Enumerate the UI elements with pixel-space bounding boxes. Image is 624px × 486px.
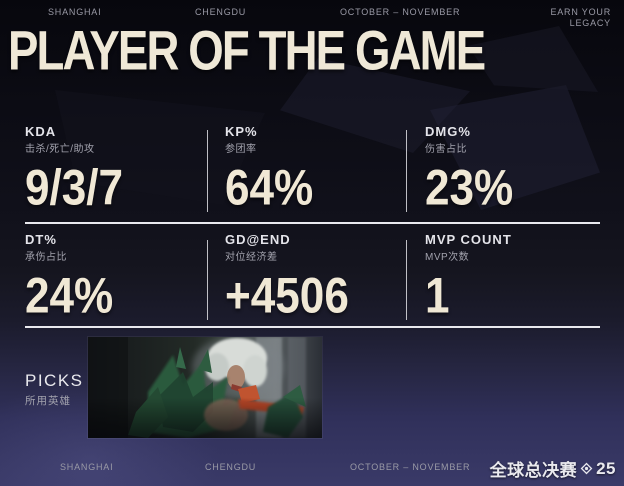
champion-splash-art <box>88 337 322 438</box>
column-divider <box>207 130 208 212</box>
stat-value: 24% <box>25 266 114 324</box>
stat-kp: KP% 参团率 64% <box>225 124 400 212</box>
stat-sublabel: 伤害占比 <box>425 144 467 155</box>
worlds-crest-icon <box>580 462 593 475</box>
stat-label: GD@END <box>225 232 291 247</box>
tagline-line1: EARN YOUR <box>550 7 611 17</box>
stat-sublabel: 对位经济差 <box>225 252 278 263</box>
stat-dmg: DMG% 伤害占比 23% <box>425 124 600 212</box>
stat-label: KP% <box>225 124 258 139</box>
champion-splash-image <box>88 337 322 438</box>
stat-kda: KDA 击杀/死亡/助攻 9/3/7 <box>25 124 200 212</box>
stat-value: 1 <box>425 266 450 324</box>
header-dates: OCTOBER – NOVEMBER <box>340 7 461 17</box>
tagline-line2: LEGACY <box>569 18 611 29</box>
header-tagline: EARN YOUR LEGACY <box>550 7 611 30</box>
picks-sublabel: 所用英雄 <box>25 395 71 407</box>
stat-label: DT% <box>25 232 57 247</box>
stat-value: 64% <box>225 158 314 216</box>
stat-gdend: GD@END 对位经济差 +4506 <box>225 232 400 320</box>
stat-value: +4506 <box>225 266 349 324</box>
footer-dates: OCTOBER – NOVEMBER <box>350 462 471 472</box>
column-divider <box>406 240 407 320</box>
header-city-shanghai: SHANGHAI <box>48 7 102 17</box>
stat-mvp-count: MVP COUNT MVP次数 1 <box>425 232 600 320</box>
column-divider <box>207 240 208 320</box>
worlds-logo-text: 全球总决赛 <box>489 461 578 480</box>
picks-section: PICKS 所用英雄 <box>25 371 84 408</box>
picks-label: PICKS <box>25 371 84 390</box>
stat-label: MVP COUNT <box>425 232 512 247</box>
footer-city-chengdu: CHENGDU <box>205 462 257 472</box>
worlds-logo-year: 25 <box>596 458 616 478</box>
stat-sublabel: 承伤占比 <box>25 252 67 263</box>
stat-label: KDA <box>25 124 57 139</box>
row-divider <box>25 222 600 224</box>
header-city-chengdu: CHENGDU <box>195 7 247 17</box>
background-shard <box>468 26 598 92</box>
stat-sublabel: 参团率 <box>225 144 257 155</box>
stat-label: DMG% <box>425 124 471 139</box>
worlds-logo: 全球总决赛 25 <box>490 456 616 481</box>
footer-city-shanghai: SHANGHAI <box>60 462 114 472</box>
stat-value: 23% <box>425 158 514 216</box>
page-title: PLAYER OF THE GAME <box>8 20 486 83</box>
stat-dt: DT% 承伤占比 24% <box>25 232 200 320</box>
stat-sublabel: 击杀/死亡/助攻 <box>25 144 95 155</box>
stat-value: 9/3/7 <box>25 158 124 216</box>
stat-sublabel: MVP次数 <box>425 252 470 263</box>
row-divider <box>25 326 600 328</box>
column-divider <box>406 130 407 212</box>
